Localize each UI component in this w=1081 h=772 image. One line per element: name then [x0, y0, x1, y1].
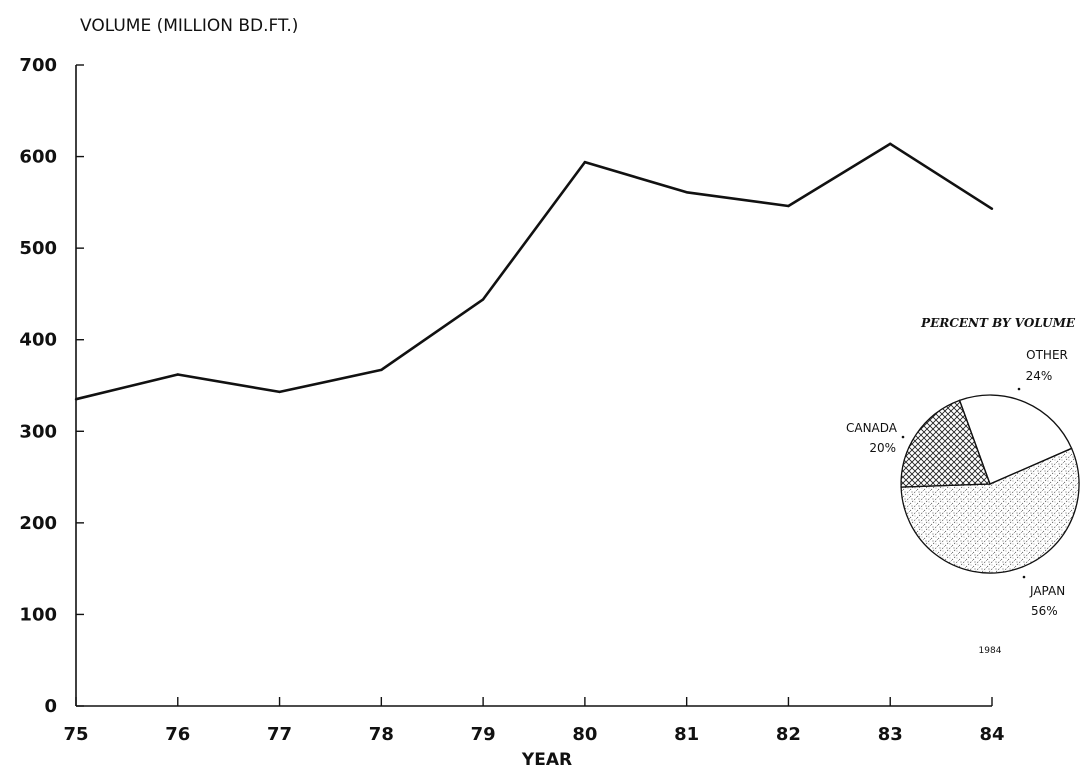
y-tick-label: 500 [19, 238, 57, 259]
data-point [583, 160, 587, 164]
pie-label-japan: JAPAN [1029, 584, 1065, 598]
y-tick-label: 700 [19, 55, 57, 76]
line-series [74, 142, 994, 401]
x-tick-label: 77 [267, 724, 292, 745]
x-tick-label: 81 [674, 724, 699, 745]
data-point [787, 204, 790, 208]
data-point [176, 373, 179, 376]
data-point [889, 142, 892, 145]
x-tick-label: 79 [471, 724, 496, 745]
pie-chart: PERCENT BY VOLUME OTHER 24% CANADA 20% J… [846, 316, 1080, 656]
data-point [74, 398, 78, 401]
japan-leader-dot [1022, 575, 1026, 579]
y-tick-label: 300 [19, 421, 57, 442]
pie-slices [900, 394, 1080, 574]
y-ticks: 0 100 200 300 400 500 600 700 [19, 55, 84, 717]
x-tick-label: 78 [369, 724, 394, 745]
data-point [990, 207, 994, 210]
pie-value-other: 24% [1026, 369, 1053, 383]
pie-value-canada: 20% [869, 441, 896, 455]
pie-value-japan: 56% [1031, 604, 1058, 618]
x-ticks: 75 76 77 78 79 80 81 82 83 84 [63, 697, 1005, 745]
pie-slice-other [958, 394, 1073, 485]
pie-slice-japan [900, 447, 1080, 574]
pie-slice-canada [900, 399, 991, 488]
axes [75, 65, 992, 707]
data-point [278, 390, 281, 394]
canada-leader-dot [901, 435, 905, 439]
y-axis-label: VOLUME (MILLION BD.FT.) [80, 16, 298, 36]
x-tick-label: 76 [165, 724, 190, 745]
data-point [685, 191, 688, 194]
other-leader-dot [1017, 387, 1021, 391]
x-tick-label: 75 [63, 724, 88, 745]
pie-label-canada: CANADA [846, 421, 898, 435]
x-tick-label: 84 [979, 724, 1004, 745]
y-tick-label: 600 [19, 147, 57, 168]
x-axis-label: YEAR [521, 750, 572, 770]
y-tick-label: 100 [19, 604, 57, 625]
y-tick-label: 200 [19, 513, 57, 534]
x-tick-label: 83 [878, 724, 903, 745]
series-line [75, 142, 993, 401]
data-point [380, 368, 383, 372]
pie-label-other: OTHER [1026, 348, 1068, 362]
pie-year-caption: 1984 [979, 646, 1002, 656]
x-tick-label: 80 [572, 724, 597, 745]
y-tick-label: 0 [44, 696, 57, 717]
data-point [481, 298, 485, 301]
x-tick-label: 82 [776, 724, 801, 745]
y-tick-label: 400 [19, 330, 57, 351]
pie-title: PERCENT BY VOLUME [920, 316, 1076, 330]
